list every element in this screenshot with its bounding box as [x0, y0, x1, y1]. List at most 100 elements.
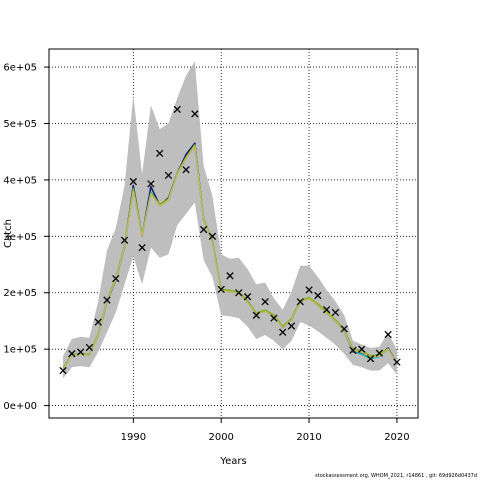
footer-credit: stockassessment.org, WHOM_2021, r14861 ,…	[315, 473, 477, 479]
observed-catch-point	[217, 285, 225, 294]
observed-catch-point	[270, 314, 278, 322]
observed-catch-point	[235, 289, 243, 297]
point-stroke	[199, 225, 208, 234]
point-stroke	[322, 306, 331, 314]
observed-catch-point	[375, 349, 384, 357]
point-stroke	[226, 272, 234, 280]
point-stroke	[76, 348, 85, 356]
y-tick-label: 0e+00	[3, 401, 37, 412]
point-stroke	[279, 328, 287, 336]
point-stroke	[314, 291, 322, 300]
point-stroke	[191, 110, 199, 118]
point-stroke	[112, 274, 120, 283]
point-stroke	[208, 232, 217, 240]
point-stroke	[120, 236, 129, 244]
observed-catch-point	[164, 171, 173, 180]
point-stroke	[138, 243, 146, 252]
estimate-line	[62, 145, 398, 370]
point-stroke	[340, 325, 348, 333]
point-stroke	[94, 318, 102, 326]
observed-catch-point	[340, 325, 348, 333]
x-tick-label: 2000	[208, 432, 233, 443]
series-lines	[62, 142, 398, 370]
point-stroke	[173, 105, 181, 114]
point-stroke	[156, 149, 164, 158]
y-tick-label: 5e+05	[3, 119, 37, 130]
observed-catch-point	[182, 166, 190, 174]
observed-catch-point	[322, 306, 331, 314]
x-axis-title: Years	[219, 456, 246, 467]
observed-catch-point	[59, 366, 67, 375]
observed-catch-point	[129, 177, 138, 186]
observed-catch-point	[112, 274, 120, 283]
observed-catch-point	[120, 236, 129, 244]
point-stroke	[217, 285, 225, 294]
observed-catch-point	[191, 110, 199, 118]
observed-catch-point	[226, 272, 234, 280]
point-stroke	[366, 355, 375, 363]
observed-catch-point	[68, 350, 76, 358]
y-tick-label: 4e+05	[3, 175, 37, 186]
point-stroke	[68, 350, 76, 358]
point-stroke	[384, 330, 392, 339]
point-stroke	[375, 349, 384, 357]
plot-frame	[48, 48, 419, 419]
observed-catch-point	[138, 243, 146, 252]
point-stroke	[331, 308, 340, 317]
point-stroke	[147, 180, 155, 188]
x-tick-label: 2020	[384, 432, 409, 443]
point-stroke	[182, 166, 190, 174]
y-tick-label: 3e+05	[3, 232, 37, 243]
point-stroke	[129, 177, 138, 186]
observed-catch-point	[261, 298, 269, 306]
y-tick-label: 2e+05	[3, 288, 37, 299]
point-stroke	[164, 171, 173, 180]
observed-catch-point	[208, 232, 217, 240]
observed-catch-point	[296, 298, 304, 306]
x-tick-label: 1990	[121, 432, 146, 443]
observed-catch-point	[366, 355, 375, 363]
observed-catch-point	[314, 291, 322, 300]
observed-catch-points	[59, 105, 401, 375]
axes: 1990 2000 2010 2020 0e+00 1e+05 2e+05 3e+05 4e+0…	[3, 63, 409, 443]
observed-catch-point	[243, 293, 252, 301]
confidence-band-area	[63, 61, 397, 379]
observed-catch-point	[94, 318, 102, 326]
point-stroke	[296, 298, 304, 306]
observed-catch-point	[279, 328, 287, 336]
point-stroke	[103, 296, 111, 304]
y-axis-title: Catch	[3, 219, 14, 248]
point-stroke	[85, 343, 94, 352]
observed-catch-point	[252, 311, 261, 319]
observed-catch-point	[85, 343, 94, 352]
point-stroke	[261, 298, 269, 306]
point-stroke	[349, 346, 357, 354]
observed-catch-point	[287, 322, 296, 330]
observed-catch-point	[349, 346, 357, 354]
point-stroke	[243, 293, 252, 301]
y-tick-label: 1e+05	[3, 345, 37, 356]
observed-catch-point	[305, 286, 313, 294]
point-stroke	[59, 366, 67, 375]
point-stroke	[252, 311, 261, 319]
observed-catch-point	[76, 348, 85, 356]
observed-catch-point	[147, 180, 155, 188]
observed-catch-point	[156, 149, 164, 158]
observed-catch-point	[331, 308, 340, 317]
point-stroke	[305, 286, 313, 294]
observed-catch-point	[393, 358, 401, 366]
point-stroke	[358, 345, 366, 353]
point-stroke	[393, 358, 401, 366]
x-tick-label: 2010	[296, 432, 321, 443]
point-stroke	[235, 289, 243, 297]
point-stroke	[270, 314, 278, 322]
observed-catch-point	[384, 330, 392, 339]
confidence-band	[63, 61, 397, 379]
y-tick-label: 6e+05	[3, 63, 37, 74]
observed-catch-point	[199, 225, 208, 234]
point-stroke	[287, 322, 296, 330]
observed-catch-point	[103, 296, 111, 304]
observed-catch-point	[173, 105, 181, 114]
observed-catch-point	[358, 345, 366, 353]
